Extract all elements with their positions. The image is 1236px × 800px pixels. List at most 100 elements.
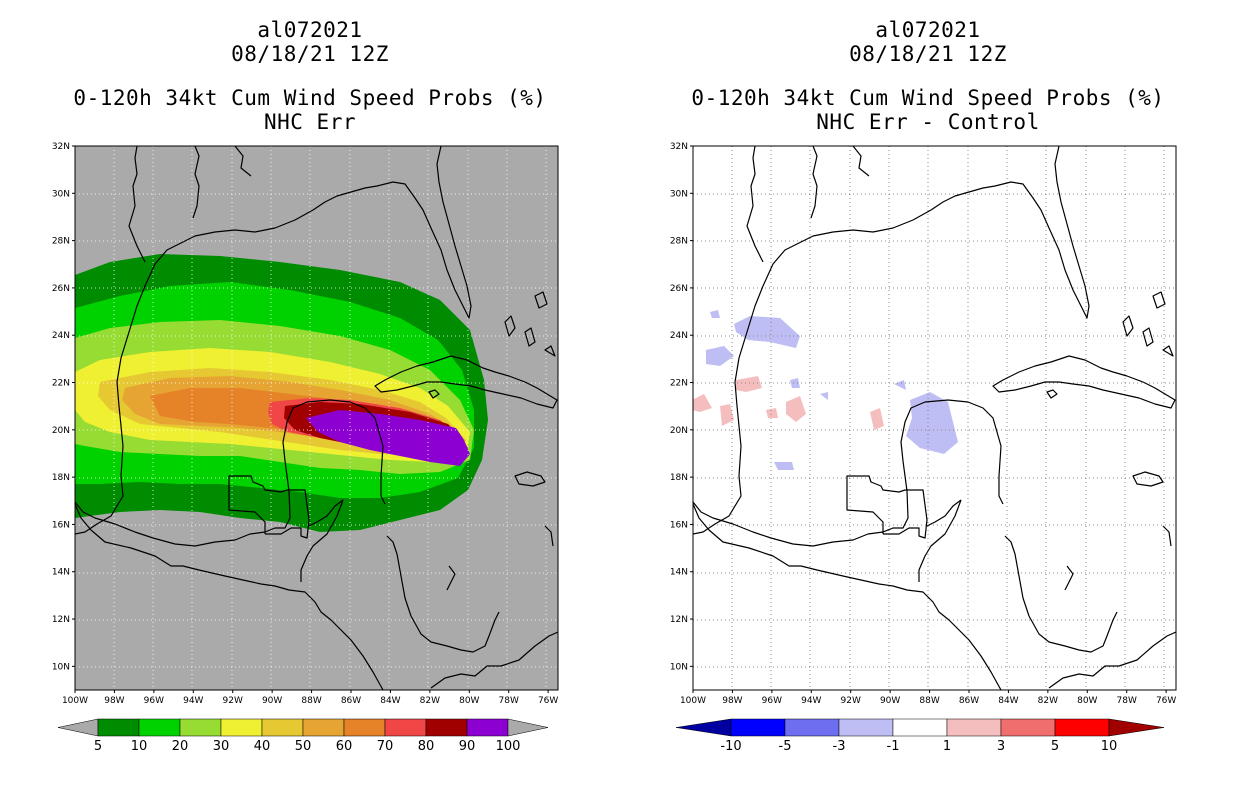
left-colorbar-label: 50 — [295, 739, 312, 754]
left-lat-label: 30N — [52, 189, 70, 199]
left-lon-label: 88W — [301, 696, 321, 706]
left-map-frame — [74, 145, 559, 691]
right-product: 0-120h 34kt Cum Wind Speed Probs (%) — [691, 86, 1165, 110]
left-colorbar-swatch — [302, 718, 345, 737]
right-colorbar-under-triangle — [675, 718, 732, 737]
right-lat-label: 24N — [670, 331, 688, 341]
left-lon-label: 86W — [341, 696, 361, 706]
left-lat-label: 10N — [52, 662, 70, 672]
right-colorbar-label: -1 — [887, 739, 900, 754]
left-lon-label: 90W — [262, 696, 282, 706]
right-map — [692, 145, 1177, 691]
right-axis-labels: 32N 30N 28N 26N 24N 22N 20N 18N 16N 14N 12N 10N 100W… — [670, 142, 1177, 706]
left-colorbar-label: 100 — [496, 739, 521, 754]
left-colorbar-swatch — [343, 718, 386, 737]
right-lat-label: 14N — [670, 568, 688, 578]
left-lat-label: 12N — [52, 615, 70, 625]
right-colorbar-label: 5 — [1051, 739, 1059, 754]
right-lat-label: 32N — [670, 142, 688, 152]
right-lon-label: 100W — [680, 696, 706, 706]
left-map — [74, 145, 559, 691]
left-lon-label: 84W — [380, 696, 400, 706]
left-colorbar-swatch — [179, 718, 222, 737]
left-colorbar-label: 5 — [94, 739, 102, 754]
right-lon-label: 80W — [1077, 696, 1097, 706]
left-colorbar-swatch — [138, 718, 181, 737]
right-grid — [693, 146, 1176, 690]
right-title-block: al072021 08/18/21 12Z 0-120h 34kt Cum Wi… — [678, 18, 1178, 134]
right-colorbar-label: 10 — [1101, 739, 1118, 754]
right-lat-label: 18N — [670, 473, 688, 483]
left-colorbar-swatch — [261, 718, 304, 737]
right-colorbar-swatch — [892, 718, 948, 737]
left-lat-label: 16N — [52, 520, 70, 530]
left-colorbar-label: 20 — [172, 739, 189, 754]
left-lon-label: 100W — [62, 696, 88, 706]
right-lat-label: 10N — [670, 662, 688, 672]
left-lat-label: 18N — [52, 473, 70, 483]
left-lon-label: 98W — [104, 696, 124, 706]
right-lat-label: 16N — [670, 520, 688, 530]
right-colorbar-swatch — [1054, 718, 1110, 737]
left-lat-label: 14N — [52, 568, 70, 578]
left-lon-label: 76W — [538, 696, 558, 706]
left-colorbar-over-triangle — [507, 718, 549, 737]
right-colorbar-swatch — [784, 718, 840, 737]
left-lat-label: 20N — [52, 426, 70, 436]
right-lat-label: 30N — [670, 189, 688, 199]
right-lon-label: 90W — [880, 696, 900, 706]
right-lon-label: 76W — [1156, 696, 1176, 706]
right-lon-label: 98W — [722, 696, 742, 706]
left-colorbar-swatch — [220, 718, 263, 737]
right-colorbar-label: -10 — [720, 739, 741, 754]
right-lat-label: 22N — [670, 379, 688, 389]
left-subtitle: NHC Err — [263, 110, 356, 134]
left-lon-label: 80W — [459, 696, 479, 706]
left-lat-label: 22N — [52, 379, 70, 389]
left-colorbar-under-triangle — [57, 718, 99, 737]
left-title-block: al072021 08/18/21 12Z 0-120h 34kt Cum Wi… — [60, 18, 560, 134]
left-lon-label: 94W — [183, 696, 203, 706]
left-colorbar-label: 30 — [213, 739, 230, 754]
left-colorbar-label: 40 — [254, 739, 271, 754]
right-colorbar-swatch — [946, 718, 1002, 737]
right-colorbar-swatch — [1000, 718, 1056, 737]
right-map-frame — [692, 145, 1177, 691]
left-product: 0-120h 34kt Cum Wind Speed Probs (%) — [73, 86, 547, 110]
right-lon-label: 78W — [1117, 696, 1137, 706]
right-difference-contours — [693, 310, 958, 470]
left-colorbar: 5 10 20 30 40 50 60 70 80 90 100 — [57, 718, 549, 754]
left-lon-label: 92W — [223, 696, 243, 706]
left-lat-label: 32N — [52, 142, 70, 152]
right-lat-label: 12N — [670, 615, 688, 625]
right-lon-label: 96W — [762, 696, 782, 706]
left-colorbar-label: 80 — [418, 739, 435, 754]
right-colorbar-label: -5 — [779, 739, 792, 754]
right-lat-label: 20N — [670, 426, 688, 436]
right-lon-label: 84W — [998, 696, 1018, 706]
right-colorbar-swatch — [838, 718, 894, 737]
right-colorbar: -10 -5 -3 -1 1 3 5 10 — [675, 718, 1165, 754]
right-lon-label: 94W — [801, 696, 821, 706]
right-datetime: 08/18/21 12Z — [849, 42, 1007, 66]
right-colorbar-swatch — [730, 718, 786, 737]
left-storm-id: al072021 — [257, 18, 363, 42]
right-colorbar-over-triangle — [1108, 718, 1165, 737]
right-lat-label: 26N — [670, 284, 688, 294]
left-colorbar-swatch — [425, 718, 468, 737]
left-lat-label: 26N — [52, 284, 70, 294]
right-lat-label: 28N — [670, 237, 688, 247]
left-lon-label: 82W — [420, 696, 440, 706]
left-lon-label: 78W — [499, 696, 519, 706]
left-grid — [75, 146, 558, 690]
left-lat-label: 28N — [52, 237, 70, 247]
right-lon-label: 82W — [1038, 696, 1058, 706]
left-lat-label: 24N — [52, 331, 70, 341]
left-colorbar-label: 90 — [459, 739, 476, 754]
right-lon-label: 88W — [919, 696, 939, 706]
left-colorbar-label: 10 — [131, 739, 148, 754]
left-probability-contours — [75, 254, 488, 532]
left-colorbar-label: 60 — [336, 739, 353, 754]
left-colorbar-label: 70 — [377, 739, 394, 754]
